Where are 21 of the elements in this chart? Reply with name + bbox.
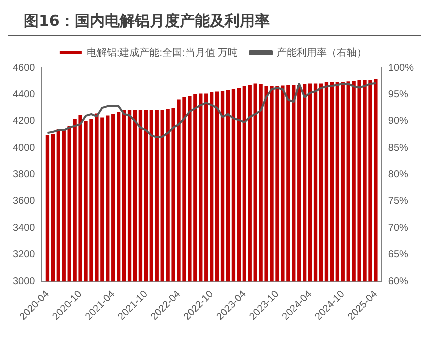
y2-tick-label: 100% <box>388 62 414 74</box>
y-tick-label: 3200 <box>12 250 36 261</box>
chart-title: 图16：国内电解铝月度产能及利用率 <box>8 8 421 36</box>
y-tick-label: 4200 <box>12 116 36 128</box>
y2-tick-label: 90% <box>388 116 409 128</box>
y2-tick-label: 75% <box>388 196 409 208</box>
y2-tick-label: 95% <box>388 89 409 100</box>
y-tick-label: 4600 <box>12 62 36 74</box>
y-tick-label: 3000 <box>12 276 36 288</box>
y2-tick-label: 70% <box>388 222 409 234</box>
y-tick-label: 4000 <box>12 142 36 154</box>
y-tick-label: 4400 <box>12 89 36 100</box>
y2-tick-label: 60% <box>388 276 409 288</box>
y-tick-label: 3600 <box>12 196 36 208</box>
y-tick-label: 3400 <box>12 222 36 234</box>
y2-tick-label: 65% <box>388 250 409 261</box>
legend-label: 产能利用率（右轴） <box>277 46 368 59</box>
y2-tick-label: 80% <box>388 170 409 181</box>
legend-label: 电解铝:建成产能:全国:当月值 万吨 <box>86 46 238 59</box>
y-tick-label: 3800 <box>12 170 36 181</box>
y2-tick-label: 85% <box>388 142 409 154</box>
